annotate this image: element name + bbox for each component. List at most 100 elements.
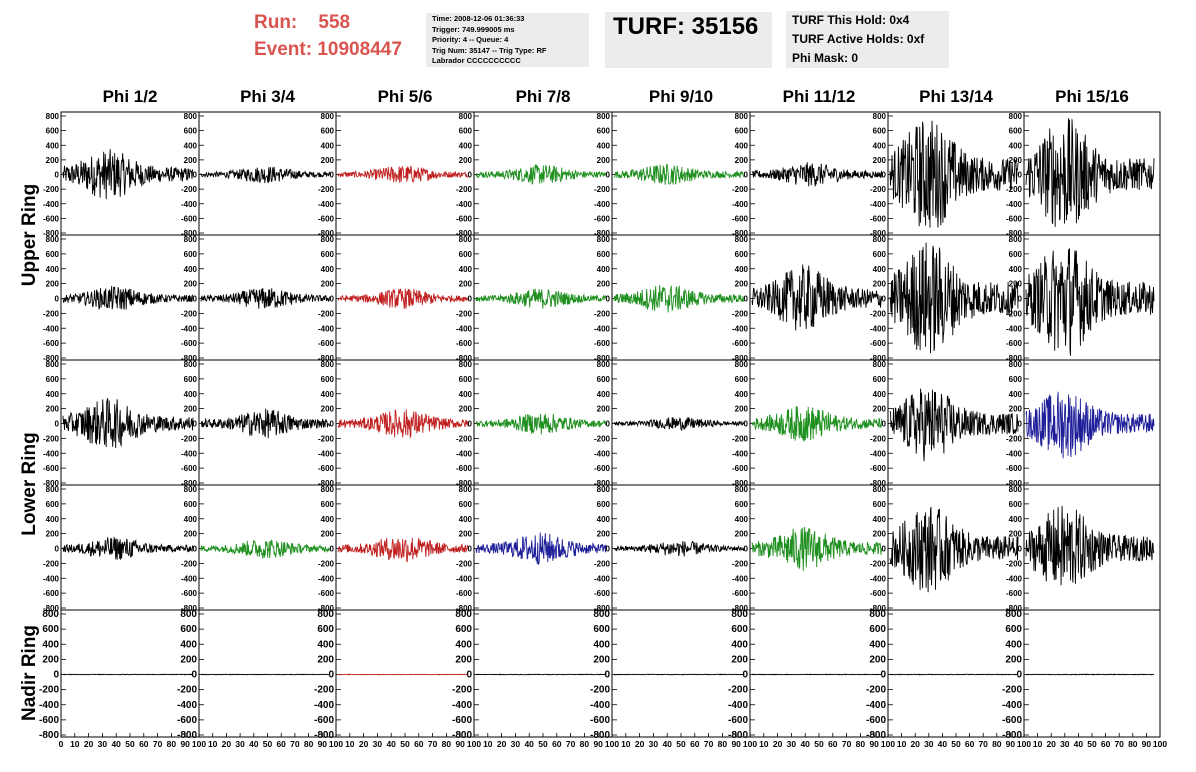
y-tick-label: 600 xyxy=(735,127,749,136)
y-tick-label: -600 xyxy=(318,339,335,348)
y-tick-label: 200 xyxy=(459,405,473,414)
y-tick-label: 200 xyxy=(184,530,198,539)
y-tick-label: -400 xyxy=(870,449,887,458)
y-tick-label: -600 xyxy=(1006,339,1023,348)
y-tick-label: 800 xyxy=(321,485,335,494)
y-tick-label: -800 xyxy=(732,479,749,488)
x-tick-label: 70 xyxy=(704,739,714,749)
x-tick-label: 10 xyxy=(1033,739,1043,749)
y-tick-label: -400 xyxy=(318,200,335,209)
waveform-trace xyxy=(62,537,194,560)
y-tick-label: -400 xyxy=(870,574,887,583)
x-tick-label: 70 xyxy=(428,739,438,749)
x-tick-label: 90 xyxy=(869,739,879,749)
y-tick-label: 400 xyxy=(180,639,197,650)
y-tick-label: -800 xyxy=(452,730,472,741)
y-tick-label: 600 xyxy=(46,127,60,136)
trigger-info-line: Trig Num: 35147 -- Trig Type: RF xyxy=(432,45,547,55)
turf-info-line: TURF Active Holds: 0xf xyxy=(792,32,925,46)
y-tick-label: -600 xyxy=(870,589,887,598)
waveform-trace xyxy=(751,162,883,187)
y-tick-label: 0 xyxy=(744,420,749,429)
x-tick-label: 60 xyxy=(139,739,149,749)
y-tick-label: -800 xyxy=(732,354,749,363)
y-tick-label: -800 xyxy=(866,730,886,741)
y-tick-label: -800 xyxy=(43,229,60,238)
x-tick-label: 80 xyxy=(304,739,314,749)
x-tick-label: 50 xyxy=(125,739,135,749)
x-tick-label: 100 xyxy=(1153,739,1167,749)
y-tick-label: -600 xyxy=(181,464,198,473)
x-tick-label: 50 xyxy=(951,739,961,749)
y-tick-label: 400 xyxy=(869,639,886,650)
y-tick-label: -400 xyxy=(314,700,334,711)
y-tick-label: -200 xyxy=(1006,434,1023,443)
y-tick-label: 800 xyxy=(1009,360,1023,369)
y-tick-label: 400 xyxy=(597,265,611,274)
y-tick-label: 0 xyxy=(193,295,198,304)
y-tick-label: 800 xyxy=(184,485,198,494)
y-tick-label: 200 xyxy=(46,156,60,165)
y-tick-label: -600 xyxy=(732,339,749,348)
y-tick-label: -400 xyxy=(732,449,749,458)
y-tick-label: -600 xyxy=(732,214,749,223)
y-tick-label: -200 xyxy=(456,309,473,318)
waveform-trace xyxy=(337,537,469,563)
event-value: 10908447 xyxy=(317,39,402,60)
y-tick-label: 800 xyxy=(873,112,887,121)
trigger-info-line: Labrador CCCCCCCCCC xyxy=(432,56,521,65)
y-tick-label: 600 xyxy=(735,375,749,384)
waveform-trace xyxy=(62,673,194,676)
y-tick-label: 600 xyxy=(597,500,611,509)
y-tick-label: -400 xyxy=(594,449,611,458)
y-tick-label: 600 xyxy=(597,250,611,259)
column-title: Phi 15/16 xyxy=(1055,87,1129,106)
run-event-info: Run: 558 Event: 10908447 xyxy=(254,9,402,63)
y-tick-label: 0 xyxy=(330,545,335,554)
y-tick-label: -200 xyxy=(1006,309,1023,318)
x-tick-label: 20 xyxy=(84,739,94,749)
y-tick-label: -800 xyxy=(1006,354,1023,363)
y-tick-label: -200 xyxy=(1006,185,1023,194)
y-tick-label: 400 xyxy=(1009,390,1023,399)
y-tick-label: -200 xyxy=(1006,559,1023,568)
y-tick-label: 600 xyxy=(1005,624,1022,635)
column-title: Phi 13/14 xyxy=(919,87,993,106)
y-tick-label: 400 xyxy=(1009,515,1023,524)
y-tick-label: 200 xyxy=(1009,530,1023,539)
y-tick-label: -200 xyxy=(456,185,473,194)
y-tick-label: 0 xyxy=(744,171,749,180)
x-tick-label: 50 xyxy=(814,739,824,749)
y-tick-label: -200 xyxy=(732,309,749,318)
y-tick-label: 800 xyxy=(184,360,198,369)
x-tick-label: 20 xyxy=(635,739,645,749)
y-tick-label: -600 xyxy=(318,589,335,598)
y-tick-label: 800 xyxy=(735,235,749,244)
y-tick-label: -400 xyxy=(732,324,749,333)
y-tick-label: -400 xyxy=(456,574,473,583)
panel-frame xyxy=(1023,609,1161,738)
trigger-info-line: Trigger: 749.999005 ms xyxy=(432,24,515,34)
y-tick-label: -200 xyxy=(181,309,198,318)
y-tick-label: 400 xyxy=(321,141,335,150)
y-tick-label: 200 xyxy=(597,280,611,289)
waveform-trace xyxy=(889,388,1019,462)
y-tick-label: 600 xyxy=(1009,375,1023,384)
y-tick-label: -800 xyxy=(314,730,334,741)
y-tick-label: 0 xyxy=(330,420,335,429)
x-tick-label: 10 xyxy=(345,739,355,749)
waveform-trace xyxy=(1025,673,1154,676)
y-tick-label: 400 xyxy=(46,515,60,524)
y-tick-label: -600 xyxy=(870,214,887,223)
y-tick-label: 800 xyxy=(459,360,473,369)
y-tick-label: -600 xyxy=(43,339,60,348)
x-tick-label: 10 xyxy=(897,739,907,749)
x-tick-label: 80 xyxy=(580,739,590,749)
y-tick-label: 800 xyxy=(459,485,473,494)
x-tick-label: 90 xyxy=(731,739,741,749)
y-tick-label: -200 xyxy=(456,559,473,568)
y-tick-label: 400 xyxy=(735,141,749,150)
x-tick-label: 60 xyxy=(965,739,975,749)
x-tick-label: 100 xyxy=(329,739,343,749)
y-tick-label: -800 xyxy=(1002,730,1022,741)
